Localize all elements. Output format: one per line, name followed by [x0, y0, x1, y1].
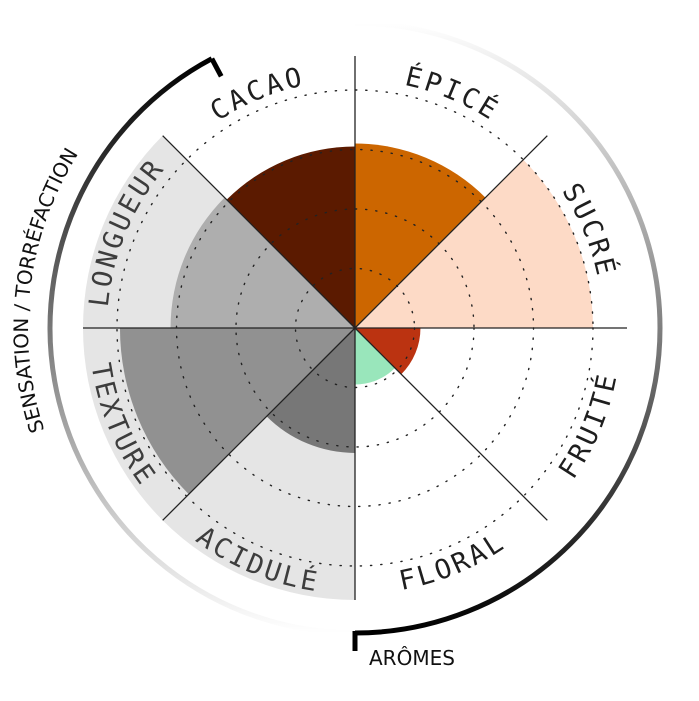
axis-line-8	[162, 135, 356, 329]
wedge-epice	[355, 143, 486, 328]
sensation-bracket-tick	[209, 57, 224, 78]
category-label-fruite: FRUITÉ	[553, 369, 624, 484]
group-label-sensation: SENSATION / TORRÉFACTION	[9, 144, 83, 436]
wedge-longueur	[170, 197, 355, 328]
wedge-sucre	[355, 159, 593, 328]
category-label-epice: ÉPICÉ	[402, 60, 505, 127]
category-label-floral: FLORAL	[396, 526, 511, 597]
wedge-texture	[119, 328, 355, 495]
wedge-fruite	[355, 328, 421, 375]
aromas-outer-arc	[354, 20, 663, 636]
group-label-aromes: ARÔMES	[369, 646, 455, 670]
wedge-acidule	[266, 328, 355, 453]
axis-line-4	[354, 327, 548, 521]
wedge-floral	[355, 328, 395, 385]
sensation-outer-arc	[47, 56, 356, 636]
axis-line-2	[354, 135, 548, 329]
wedge-cacao	[226, 146, 355, 328]
axis-line-6	[162, 327, 356, 521]
